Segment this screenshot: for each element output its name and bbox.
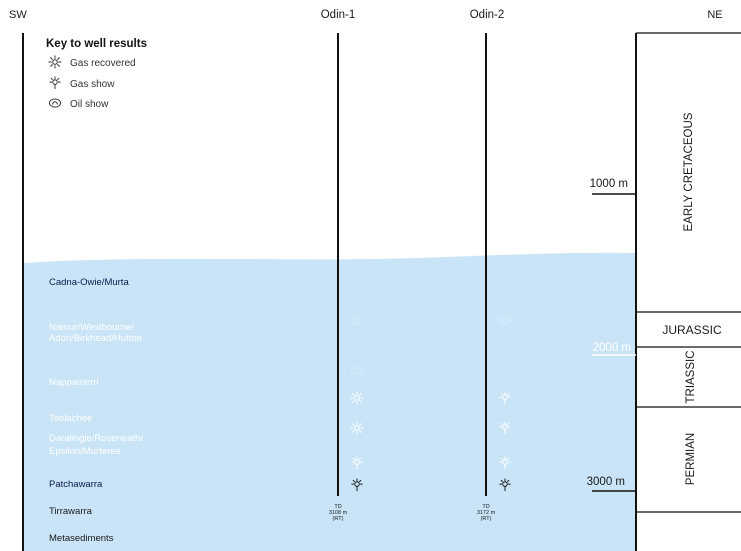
layer-cadna-owie (23, 252, 636, 551)
depth-scale: 1000 m 2000 m 3000 m (587, 178, 636, 492)
gas-show-icon (49, 76, 61, 90)
formation-label-namur-line2: Adori/Birkhead/Hutton (49, 333, 142, 344)
td-depth-odin-1: 3108 m (329, 510, 348, 516)
td-label-odin-2: TD (482, 504, 489, 510)
depth-1000: 1000 m (590, 178, 628, 190)
sw-label: SW (9, 9, 27, 21)
well-name-odin-1: Odin-1 (321, 9, 356, 21)
age-permian: PERMIAN (685, 433, 697, 485)
ne-label: NE (707, 9, 722, 21)
key-item-gas-show: Gas show (70, 79, 115, 90)
formation-label-metasediments: Metasediments (49, 533, 114, 544)
gas-recovered-icon (48, 55, 62, 69)
age-jurassic: JURASSIC (662, 323, 722, 337)
key-item-oil-show: Oil show (70, 99, 109, 110)
formation-label-nappamerri: Nappamerri (49, 377, 99, 388)
age-triassic: TRIASSIC (685, 350, 697, 403)
depth-2000: 2000 m (593, 342, 631, 354)
formation-label-namur-line1: Namur/Westbourne/ (49, 322, 134, 333)
formation-label-daralingie-line2: Epsilon/Murteree (49, 446, 121, 457)
age-early-cretaceous: EARLY CRETACEOUS (683, 112, 695, 231)
formation-labels: Cadna-Owie/Murta Namur/Westbourne/ Adori… (49, 277, 143, 544)
td-note-odin-1: (RT) (333, 516, 344, 522)
depth-3000: 3000 m (587, 476, 625, 488)
td-depth-odin-2: 3172 m (477, 510, 496, 516)
formation-label-patchawarra: Patchawarra (49, 479, 103, 490)
key-legend: Key to well results Gas recovered Gas sh… (46, 38, 147, 110)
oil-show-icon (48, 98, 62, 108)
age-column: EARLY CRETACEOUS JURASSIC TRIASSIC PERMI… (636, 32, 741, 513)
key-title: Key to well results (46, 38, 147, 50)
td-annotations: TD 3108 m (RT) TD 3172 m (RT) (329, 504, 496, 522)
td-note-odin-2: (RT) (481, 516, 492, 522)
formation-label-daralingie-line1: Daralingie/Roseneath/ (49, 433, 143, 444)
formation-label-toolachee: Toolachee (49, 413, 92, 424)
td-label-odin-1: TD (334, 504, 341, 510)
formation-layers (23, 252, 636, 551)
formation-label-cadna-owie: Cadna-Owie/Murta (49, 277, 129, 288)
formation-label-tirrawarra: Tirrawarra (49, 506, 93, 517)
well-name-odin-2: Odin-2 (470, 9, 505, 21)
key-item-gas-recovered: Gas recovered (70, 58, 136, 69)
